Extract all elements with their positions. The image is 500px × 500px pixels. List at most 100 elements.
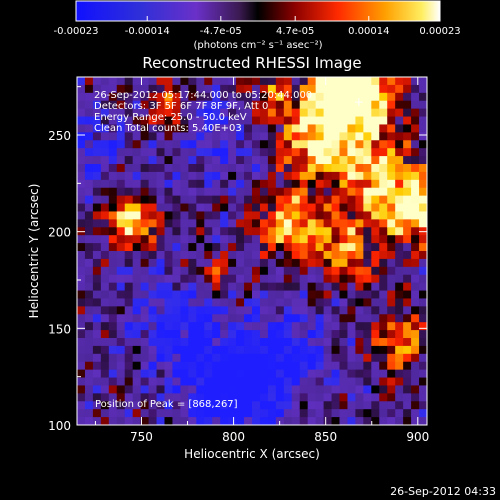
heatmap-cell [379, 322, 388, 331]
heatmap-cell [92, 282, 102, 292]
heatmap-cell [180, 353, 189, 363]
heatmap-cell [156, 243, 166, 252]
heatmap-cell [228, 393, 237, 402]
heatmap-cell [299, 369, 309, 379]
heatmap-cell [267, 385, 277, 394]
heatmap-cell [148, 330, 158, 339]
heatmap-cell [291, 156, 301, 165]
heatmap-cell [244, 179, 253, 189]
heatmap-cell [196, 171, 205, 181]
heatmap-cell [259, 219, 269, 228]
heatmap-cell [156, 377, 166, 387]
heatmap-cell [108, 179, 118, 189]
heatmap-cell [196, 148, 205, 157]
heatmap-cell [259, 164, 269, 173]
heatmap-cell [188, 298, 197, 307]
heatmap-cell [331, 409, 341, 418]
heatmap-cell [307, 361, 317, 371]
heatmap-cell [419, 361, 427, 371]
heatmap-cell [411, 345, 420, 355]
heatmap-cell [196, 203, 205, 213]
heatmap-cell [220, 251, 229, 260]
heatmap-cell [244, 148, 253, 157]
heatmap-cell [291, 124, 301, 133]
heatmap-cell [116, 179, 126, 189]
heatmap-cell [236, 282, 245, 292]
heatmap-cell [132, 274, 142, 284]
heatmap-cell [108, 187, 118, 197]
heatmap-cell [204, 401, 213, 410]
heatmap-cell [379, 100, 388, 110]
heatmap-cell [212, 108, 221, 118]
heatmap-cell [363, 227, 372, 236]
heatmap-cell [283, 306, 293, 315]
heatmap-cell [419, 108, 427, 118]
heatmap-cell [307, 179, 317, 189]
heatmap-cell [252, 258, 261, 268]
heatmap-cell [140, 171, 150, 181]
heatmap-cell [291, 282, 301, 292]
heatmap-cell [411, 77, 420, 86]
heatmap-cell [92, 219, 102, 228]
heatmap-cell [347, 140, 356, 149]
heatmap-cell [283, 369, 293, 379]
heatmap-cell [403, 393, 412, 402]
heatmap-cell [244, 306, 253, 315]
heatmap-cell [323, 203, 333, 213]
heatmap-cell [299, 77, 309, 86]
heatmap-cell [299, 132, 309, 141]
heatmap-cell [307, 409, 317, 418]
heatmap-cell [244, 322, 253, 331]
heatmap-cell [403, 417, 412, 425]
heatmap-cell [116, 306, 126, 315]
heatmap-cell [252, 116, 261, 126]
heatmap-cell [339, 148, 349, 157]
heatmap-cell [323, 409, 333, 418]
heatmap-cell [347, 92, 356, 102]
heatmap-cell [363, 108, 372, 118]
heatmap-cell [331, 132, 341, 141]
heatmap-cell [291, 274, 301, 284]
heatmap-cell [188, 227, 197, 236]
heatmap-cell [164, 393, 174, 402]
heatmap-cell [363, 156, 372, 165]
heatmap-cell [379, 203, 388, 213]
heatmap-cell [403, 266, 412, 276]
heatmap-cell [220, 100, 229, 110]
heatmap-cell [188, 274, 197, 284]
heatmap-cell [188, 195, 197, 205]
heatmap-cell [275, 243, 285, 252]
heatmap-cell [108, 369, 118, 379]
heatmap-cell [228, 116, 237, 126]
heatmap-cell [339, 345, 349, 355]
heatmap-cell [100, 251, 110, 260]
heatmap-cell [363, 116, 372, 126]
heatmap-cell [140, 219, 150, 228]
heatmap-cell [196, 227, 205, 236]
heatmap-cell [116, 266, 126, 276]
heatmap-cell [299, 393, 309, 402]
heatmap-cell [395, 227, 404, 236]
heatmap-cell [331, 298, 341, 307]
heatmap-cell [156, 195, 166, 205]
heatmap-cell [419, 322, 427, 331]
heatmap-cell [331, 100, 341, 110]
heatmap-cell [331, 417, 341, 425]
heatmap-cell [307, 251, 317, 260]
heatmap-cell [108, 353, 118, 363]
heatmap-cell [92, 338, 102, 347]
heatmap-cell [283, 187, 293, 197]
heatmap-cell [244, 77, 253, 86]
heatmap-cell [283, 338, 293, 347]
heatmap-cell [419, 385, 427, 394]
heatmap-cell [315, 116, 325, 126]
heatmap-cell [291, 314, 301, 323]
heatmap-cell [339, 124, 349, 133]
heatmap-cell [164, 290, 174, 300]
heatmap-cell [156, 393, 166, 402]
heatmap-cell [204, 92, 213, 102]
heatmap-cell [132, 353, 142, 363]
heatmap-cell [283, 92, 293, 102]
colorbar-tick-label: -0.00023 [54, 26, 99, 37]
heatmap-cell [252, 353, 261, 363]
